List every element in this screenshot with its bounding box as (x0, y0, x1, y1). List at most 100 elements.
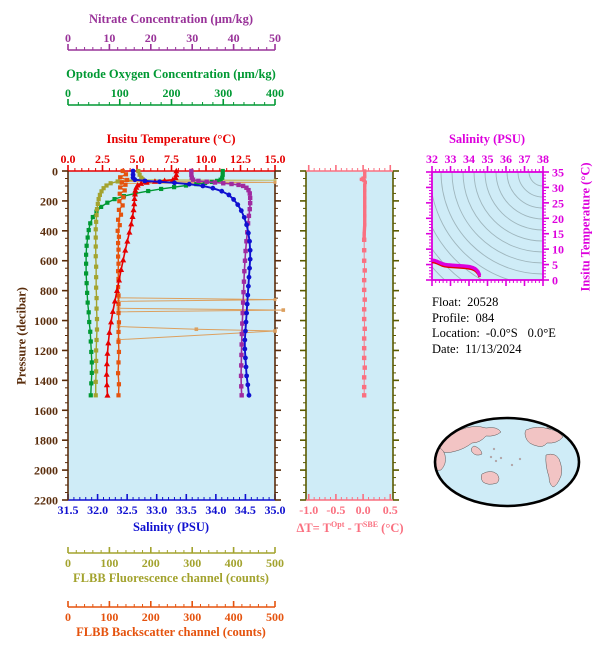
tick-label: 32.5 (117, 503, 138, 517)
series-salinity (130, 168, 253, 398)
float-id-row: Float: 20528 (432, 295, 556, 311)
date-label: Date: (432, 341, 460, 356)
location-row: Location: -0.0°S 0.0°E (432, 326, 556, 342)
tick-label: -0.5 (326, 503, 345, 517)
tick-label: 600 (40, 254, 58, 268)
tick-label: 35 (482, 152, 494, 166)
tick-label: 200 (142, 610, 160, 624)
tick-label: 36 (500, 152, 512, 166)
tick-label: 100 (111, 86, 129, 100)
profile-label: Profile: (432, 310, 470, 325)
world-map (433, 416, 581, 508)
tick-label: 40 (228, 31, 240, 45)
tick-label: 20 (552, 212, 564, 226)
temperature-axis-title: Insitu Temperature (°C) (106, 132, 236, 146)
tick-label: -1.0 (299, 503, 318, 517)
float-label: Float: (432, 295, 462, 309)
ts-salinity-axis-title: Salinity (PSU) (448, 132, 526, 146)
tick-label: 25 (552, 196, 564, 210)
tick-label: 37 (519, 152, 531, 166)
salinity-axis-title: Salinity (PSU) (132, 520, 210, 534)
tick-label: 32.0 (87, 503, 108, 517)
tick-label: 38 (537, 152, 549, 166)
tick-label: 200 (163, 86, 181, 100)
tick-label: 500 (266, 556, 284, 570)
pressure-axis-right (274, 170, 281, 501)
float-value: 20528 (467, 295, 499, 309)
tick-label: 30 (552, 181, 564, 195)
tick-label: 200 (40, 194, 58, 208)
delta-t-background (306, 171, 393, 500)
fluorescence-scalebar (67, 547, 276, 554)
tick-label: 0 (65, 86, 71, 100)
tick-label: 800 (40, 284, 58, 298)
tick-label: 34 (463, 152, 475, 166)
tick-label: 35 (552, 166, 564, 180)
tick-label: 500 (266, 610, 284, 624)
date-value: 11/13/2024 (465, 341, 522, 356)
tick-label: 1200 (34, 344, 58, 358)
tick-label: 100 (100, 610, 118, 624)
tick-label: 34.0 (205, 503, 226, 517)
pressure-axis-title: Pressure (decibar) (14, 287, 29, 385)
tick-label: 5.0 (130, 152, 145, 166)
tick-label: 400 (40, 224, 58, 238)
ts-temperature-axis-title: Insitu Temperature (°C) (578, 162, 593, 292)
date-row: Date: 11/13/2024 (432, 342, 556, 358)
oxygen-scalebar (67, 99, 276, 106)
tick-label: 1000 (34, 314, 58, 328)
tick-label: 1400 (34, 374, 58, 388)
map-australia (480, 471, 500, 485)
tick-label: 31.5 (58, 503, 79, 517)
tick-label: 7.5 (164, 152, 179, 166)
series-delta-t-upper (359, 169, 367, 242)
map-outline (433, 416, 581, 508)
tick-label: 200 (142, 556, 160, 570)
location-label: Location: (432, 326, 480, 340)
backscatter-axis-title: FLBB Backscatter channel (counts) (76, 625, 266, 639)
tick-label: 0.5 (383, 503, 398, 517)
tick-label: 15 (552, 227, 564, 241)
oxygen-axis-title: Optode Oxygen Concentration (µm/kg) (66, 67, 276, 81)
tick-label: 2200 (34, 494, 58, 508)
tick-label: 300 (183, 610, 201, 624)
tick-label: 0 (552, 274, 558, 288)
profile-value: 084 (475, 310, 495, 325)
tick-label: 35.0 (265, 503, 286, 517)
pressure-axis-left (62, 170, 69, 501)
tick-label: 33.0 (146, 503, 167, 517)
series-delta-t-lower (361, 237, 367, 398)
tick-label: 0.0 (356, 503, 371, 517)
tick-label: 10.0 (196, 152, 217, 166)
float-info-block: Float: 20528 Profile: 084 Location: -0.0°S 0… (432, 295, 556, 357)
delta-t-top-axis (306, 165, 393, 172)
location-lat: -0.0°S (485, 326, 518, 340)
delta-frame-right (392, 170, 399, 501)
tick-label: 50 (269, 31, 281, 45)
ts-frame (426, 166, 549, 286)
nitrate-scalebar (67, 44, 276, 51)
tick-label: 34.5 (235, 503, 256, 517)
series-fluorescence (93, 168, 145, 398)
tick-label: 10 (103, 31, 115, 45)
nitrate-axis-title: Nitrate Concentration (µm/kg) (88, 12, 254, 26)
delta-frame-left (300, 170, 307, 501)
series-backscatter (115, 168, 130, 398)
salinity-axis (67, 494, 276, 501)
location-lon: 0.0°E (527, 326, 556, 340)
delta-t-axis-title: ΔT= TOpt - TSBE (°C) (296, 520, 404, 536)
tick-label: 400 (225, 556, 243, 570)
tick-label: 33.5 (176, 503, 197, 517)
series-nitrate (189, 168, 253, 398)
tick-label: 12.5 (230, 152, 251, 166)
tick-label: 0 (52, 165, 58, 179)
tick-label: 400 (225, 610, 243, 624)
fluorescence-axis-title: FLBB Fluorescence channel (counts) (73, 571, 269, 585)
tick-label: 400 (266, 86, 284, 100)
tick-label: 5 (552, 258, 558, 272)
tick-label: 100 (100, 556, 118, 570)
map-north-america (524, 427, 564, 447)
tick-label: 0 (65, 610, 71, 624)
